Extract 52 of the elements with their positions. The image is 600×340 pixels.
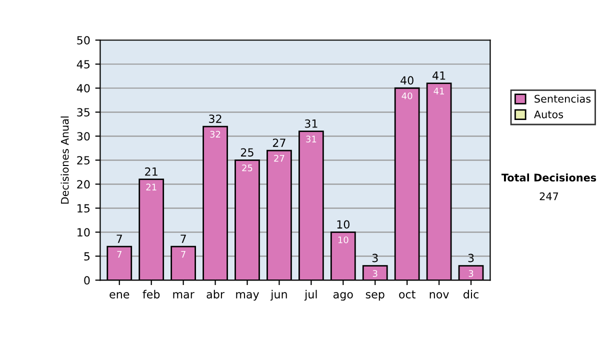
x-tick-label: nov bbox=[430, 292, 449, 298]
data-label: 7 bbox=[117, 251, 122, 258]
x-tick-label: sep bbox=[366, 292, 384, 301]
x-tick-label: oct bbox=[399, 290, 416, 298]
data-label: 31 bbox=[306, 136, 316, 142]
annotation: 7 bbox=[116, 234, 122, 243]
data-label: 3 bbox=[468, 270, 474, 277]
x-tick-label: ene bbox=[110, 292, 130, 298]
annotation: 40 bbox=[400, 76, 414, 85]
annotation: 31 bbox=[304, 119, 318, 128]
data-label: 32 bbox=[210, 130, 220, 138]
y-tick-label: 15 bbox=[78, 204, 90, 213]
annotation: 21 bbox=[145, 167, 158, 176]
data-label: 41 bbox=[434, 88, 444, 94]
y-tick-label: 20 bbox=[77, 180, 90, 189]
y-tick-label: 50 bbox=[77, 36, 90, 44]
legend-label: Sentencias bbox=[534, 94, 591, 103]
data-label: 40 bbox=[402, 92, 412, 100]
annotation: 3 bbox=[372, 254, 378, 262]
data-label: 10 bbox=[338, 236, 348, 244]
y-axis-title: Decisiones Anual bbox=[60, 116, 69, 204]
data-label: 25 bbox=[242, 164, 252, 172]
y-tick-label: 35 bbox=[77, 108, 90, 117]
y-tick-label: 0 bbox=[84, 276, 90, 285]
data-label: 27 bbox=[274, 154, 284, 162]
data-label: 7 bbox=[181, 251, 186, 258]
x-tick-label: ago bbox=[333, 292, 353, 301]
text: Total Decisiones bbox=[501, 173, 596, 182]
x-tick-label: mar bbox=[173, 292, 194, 298]
annotation: 10 bbox=[337, 220, 350, 229]
annotation: 3 bbox=[468, 254, 474, 262]
y-tick-label: 30 bbox=[77, 132, 90, 141]
annotation: 7 bbox=[180, 234, 186, 243]
legend-label: Autos bbox=[534, 110, 564, 118]
x-tick-label: may bbox=[236, 292, 260, 301]
data-label: 3 bbox=[372, 270, 378, 277]
y-tick-label: 10 bbox=[78, 228, 90, 237]
y-tick-label: 45 bbox=[76, 60, 90, 69]
annotation: 25 bbox=[240, 148, 254, 157]
x-tick-label: feb bbox=[142, 290, 160, 298]
annotation: 27 bbox=[272, 138, 286, 147]
data-label: 21 bbox=[146, 184, 156, 190]
x-tick-label: abr bbox=[206, 290, 224, 298]
x-tick-label: jun bbox=[270, 290, 287, 301]
x-tick-label: jul bbox=[304, 290, 317, 301]
y-tick-label: 25 bbox=[77, 156, 90, 165]
annotation: 41 bbox=[432, 72, 446, 80]
y-tick-label: 40 bbox=[76, 84, 90, 93]
text: 247 bbox=[540, 192, 558, 200]
x-tick-label: dic bbox=[464, 290, 478, 298]
y-tick-label: 5 bbox=[84, 252, 90, 261]
annotation: 32 bbox=[209, 114, 222, 123]
